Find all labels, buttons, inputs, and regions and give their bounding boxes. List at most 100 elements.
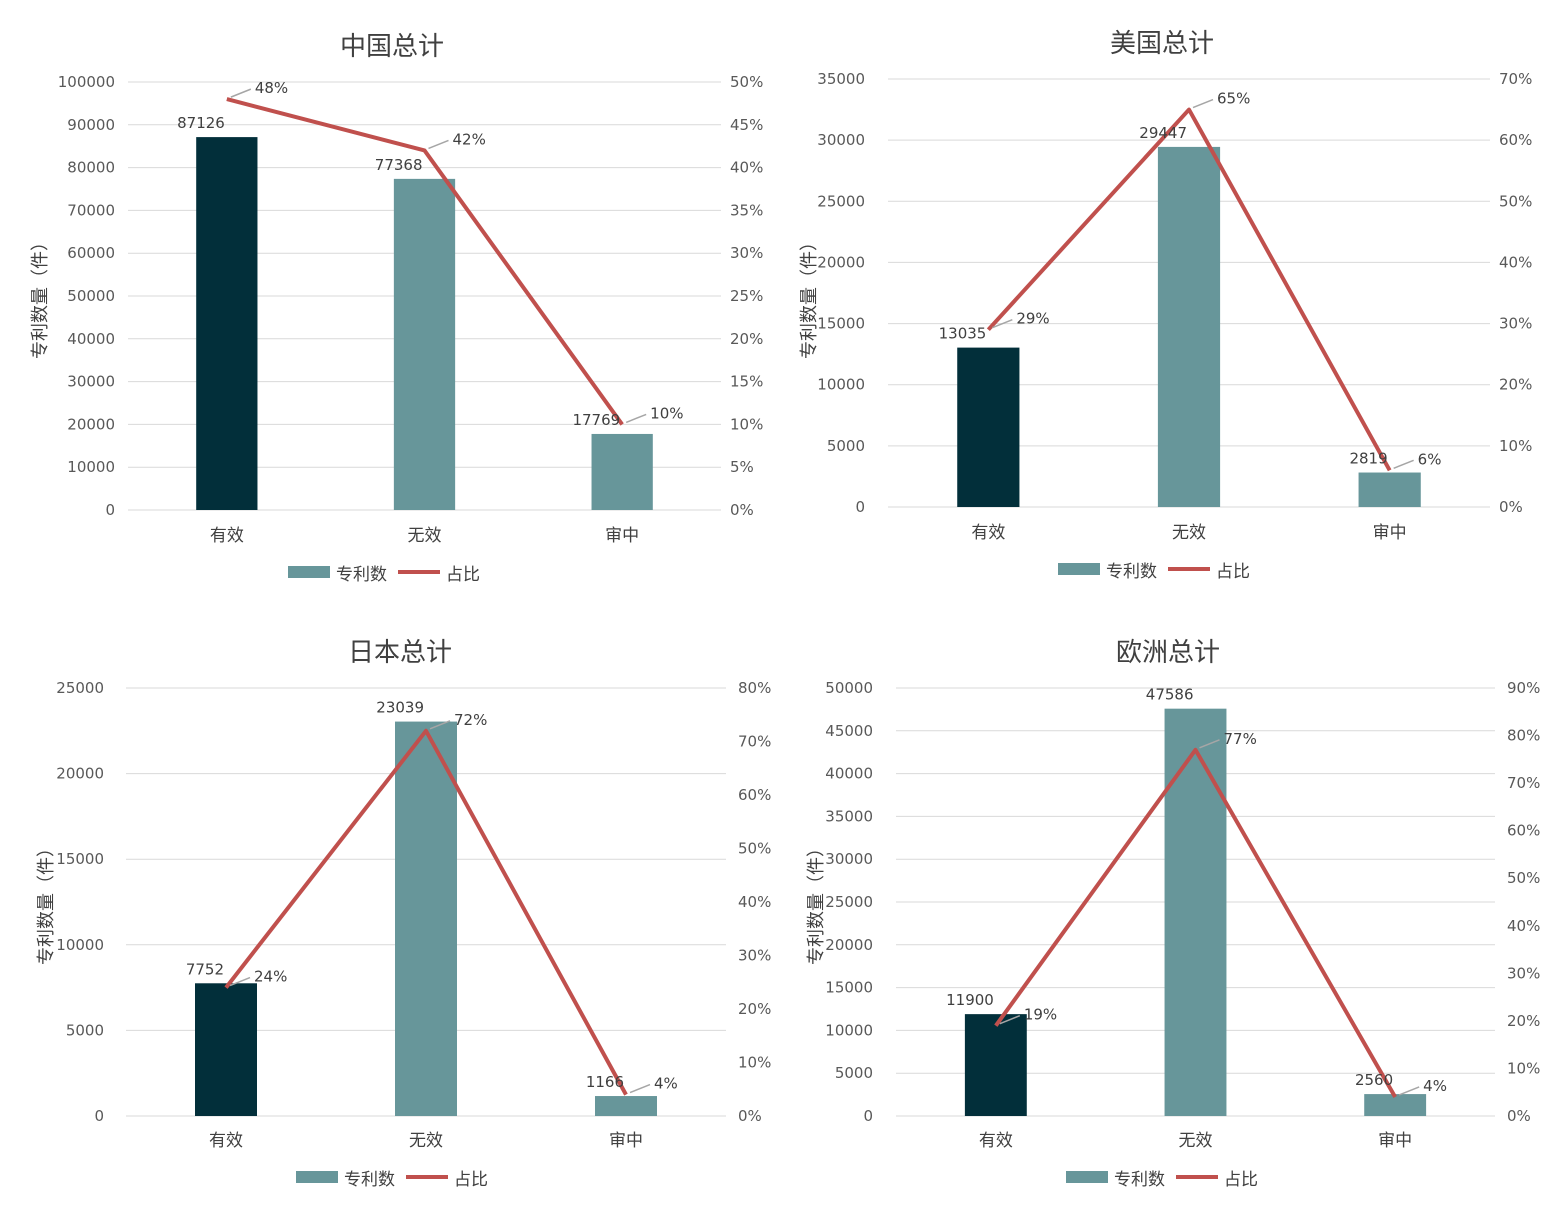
ratio-line	[224, 728, 628, 1096]
line-value-label: 65%	[1217, 90, 1250, 108]
bar-value-label: 17769	[572, 411, 620, 429]
y-tick-label: 50000	[825, 679, 873, 697]
bar	[957, 347, 1020, 507]
y-tick-label: 20000	[56, 765, 104, 783]
y-tick-label: 20000	[67, 415, 115, 433]
category-label: 有效	[979, 1131, 1013, 1151]
bar	[1164, 708, 1227, 1116]
y2-tick-label: 20%	[1499, 376, 1532, 394]
legend-label-bar: 专利数	[344, 1170, 395, 1190]
line-value-label: 19%	[1024, 1006, 1057, 1024]
y-tick-label: 80000	[67, 159, 115, 177]
y-tick-label: 15000	[825, 979, 873, 997]
y-tick-label: 30000	[67, 373, 115, 391]
y2-tick-label: 20%	[738, 1000, 771, 1018]
y-tick-label: 35000	[825, 807, 873, 825]
y2-tick-label: 20%	[1507, 1012, 1540, 1030]
bar	[395, 721, 457, 1116]
line-value-label: 6%	[1418, 450, 1442, 468]
category-label: 审中	[609, 1131, 643, 1151]
leader-line	[992, 318, 1013, 329]
y2-tick-label: 0%	[1499, 498, 1523, 516]
y-tick-label: 100000	[58, 73, 115, 91]
y2-tick-label: 0%	[738, 1107, 762, 1125]
y-tick-label: 5000	[835, 1064, 873, 1082]
ratio-line	[986, 107, 1392, 472]
category-label: 有效	[210, 526, 244, 546]
leader-line	[625, 413, 647, 424]
bar	[595, 1096, 657, 1116]
y2-tick-label: 80%	[1507, 727, 1540, 745]
line-value-label: 72%	[454, 711, 487, 729]
bar-value-label: 87126	[177, 114, 225, 132]
y2-tick-label: 40%	[738, 893, 771, 911]
legend-label-line: 占比	[454, 1170, 488, 1190]
bar-value-label: 11900	[946, 991, 994, 1009]
ratio-line	[994, 747, 1397, 1098]
y-tick-label: 0	[863, 1107, 873, 1125]
leader-line	[429, 720, 451, 730]
y2-tick-label: 10%	[738, 1054, 771, 1072]
y-tick-label: 0	[94, 1107, 104, 1125]
y2-tick-label: 35%	[730, 201, 763, 219]
leader-line	[629, 1083, 651, 1094]
y2-tick-label: 10%	[1499, 437, 1532, 455]
y-tick-label: 70000	[67, 201, 115, 219]
y-tick-label: 25000	[56, 679, 104, 697]
category-label: 审中	[1373, 523, 1407, 543]
y2-tick-label: 50%	[1499, 192, 1532, 210]
bar	[964, 1014, 1027, 1116]
y-tick-label: 0	[855, 498, 865, 516]
y2-tick-label: 10%	[1507, 1059, 1540, 1077]
legend-swatch-bar	[288, 566, 330, 578]
y-axis-title: 专利数量（件）	[36, 839, 57, 965]
leader-line	[1398, 1086, 1420, 1096]
y2-tick-label: 40%	[730, 159, 763, 177]
legend-label-bar: 专利数	[1106, 562, 1157, 582]
y-tick-label: 5000	[66, 1021, 104, 1039]
leader-line	[1393, 459, 1414, 470]
line-value-label: 4%	[1423, 1077, 1447, 1095]
y-tick-label: 90000	[67, 116, 115, 134]
y-tick-label: 30000	[817, 131, 865, 149]
category-label: 审中	[605, 526, 639, 546]
y-tick-label: 10000	[67, 458, 115, 476]
bar	[195, 983, 257, 1116]
line-value-label: 29%	[1016, 310, 1049, 328]
y-tick-label: 60000	[67, 244, 115, 262]
legend-swatch-bar	[1066, 1171, 1108, 1183]
y2-tick-label: 40%	[1507, 917, 1540, 935]
y-tick-label: 50000	[67, 287, 115, 305]
bar-value-label: 7752	[186, 960, 224, 978]
bar-value-label: 1166	[586, 1073, 624, 1091]
y2-tick-label: 60%	[738, 786, 771, 804]
ratio-line	[226, 97, 624, 426]
leader-line	[230, 88, 252, 98]
y2-tick-label: 80%	[738, 679, 771, 697]
line-value-label: 77%	[1224, 730, 1257, 748]
y-tick-label: 5000	[827, 437, 865, 455]
y-tick-label: 15000	[817, 315, 865, 333]
bar-value-label: 47586	[1146, 686, 1194, 704]
y2-tick-label: 30%	[1507, 964, 1540, 982]
y2-tick-label: 40%	[1499, 253, 1532, 271]
y-tick-label: 25000	[825, 893, 873, 911]
legend-label-bar: 专利数	[336, 565, 387, 585]
category-label: 无效	[409, 1131, 443, 1151]
leader-line	[428, 139, 449, 150]
y2-tick-label: 30%	[730, 244, 763, 262]
bar-value-label: 2560	[1355, 1071, 1393, 1089]
y-tick-label: 40000	[67, 330, 115, 348]
y2-tick-label: 15%	[730, 373, 763, 391]
y2-tick-label: 25%	[730, 287, 763, 305]
y-tick-label: 20000	[817, 253, 865, 271]
category-label: 有效	[209, 1131, 243, 1151]
bar-value-label: 23039	[376, 699, 424, 717]
leader-line	[229, 976, 251, 987]
y-tick-label: 10000	[817, 376, 865, 394]
leader-line	[1199, 739, 1220, 749]
chart-title: 欧洲总计	[1116, 638, 1220, 668]
legend-swatch-bar	[1058, 563, 1100, 575]
y-tick-label: 10000	[56, 936, 104, 954]
